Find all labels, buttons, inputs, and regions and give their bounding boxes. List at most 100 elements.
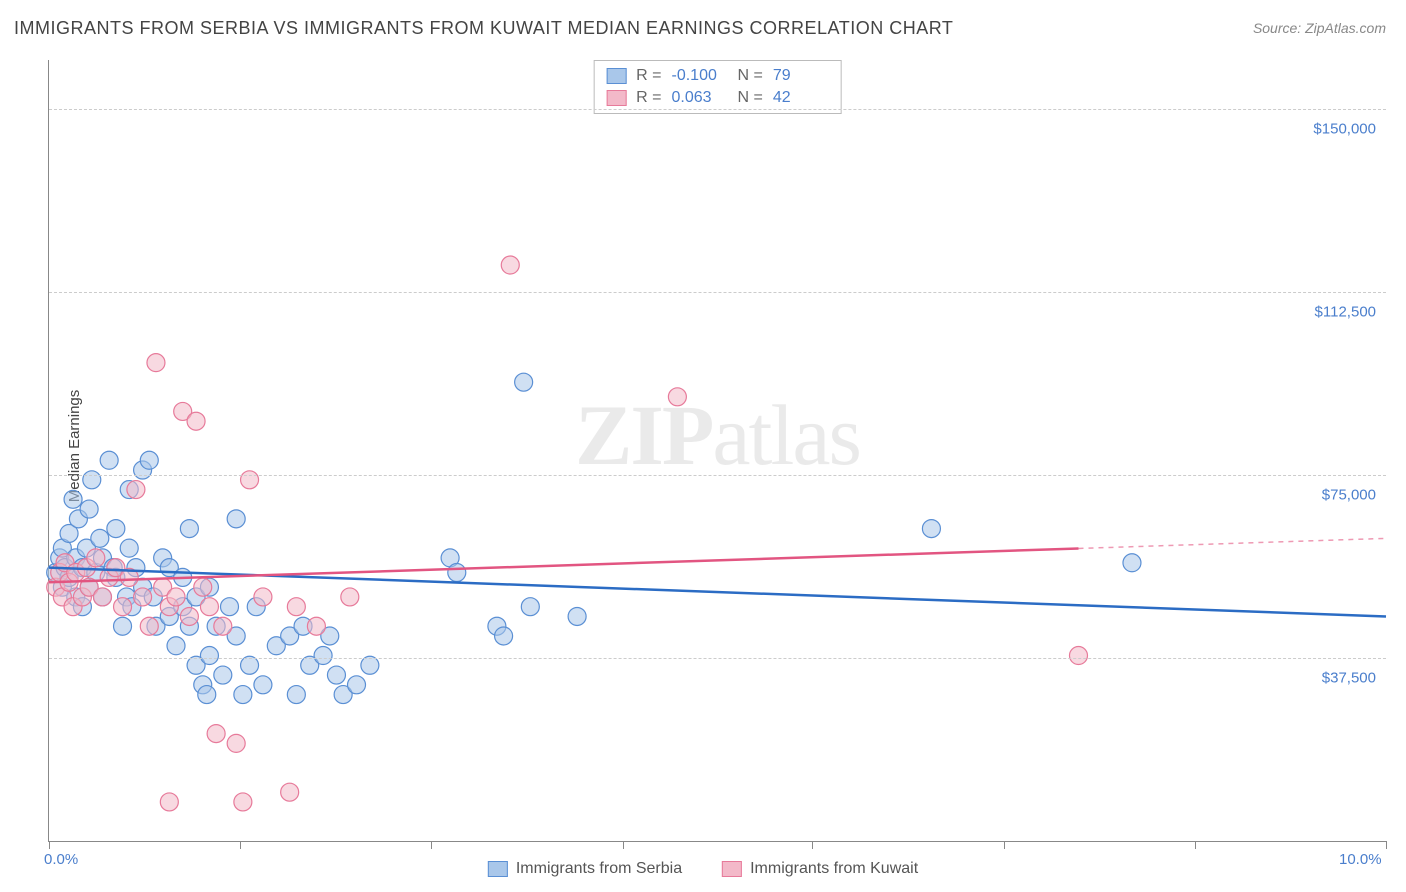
data-point	[287, 598, 305, 616]
data-point	[93, 588, 111, 606]
stat-n-label: N =	[738, 67, 763, 85]
data-point	[83, 471, 101, 489]
x-tick	[431, 841, 432, 849]
data-point	[234, 686, 252, 704]
chart-title: IMMIGRANTS FROM SERBIA VS IMMIGRANTS FRO…	[14, 18, 953, 39]
x-tick	[812, 841, 813, 849]
data-point	[194, 578, 212, 596]
legend-bottom: Immigrants from Serbia Immigrants from Ku…	[488, 860, 918, 878]
x-tick	[1195, 841, 1196, 849]
data-point	[327, 666, 345, 684]
stats-box: R = -0.100 N = 79 R = 0.063 N = 42	[593, 60, 842, 114]
gridline	[49, 658, 1386, 659]
data-point	[140, 451, 158, 469]
data-point	[234, 793, 252, 811]
data-point	[241, 471, 259, 489]
stat-r-value: -0.100	[672, 67, 728, 85]
stat-n-value: 79	[773, 67, 829, 85]
data-point	[214, 666, 232, 684]
data-point	[307, 617, 325, 635]
data-point	[114, 598, 132, 616]
data-point	[254, 676, 272, 694]
data-point	[198, 686, 216, 704]
stat-n-label: N =	[738, 89, 763, 107]
legend-item: Immigrants from Kuwait	[722, 860, 918, 878]
data-point	[922, 520, 940, 538]
x-tick	[1004, 841, 1005, 849]
data-point	[521, 598, 539, 616]
gridline	[49, 475, 1386, 476]
plot-area: ZIPatlas R =-0.100N =79R =0.063N =42 $37…	[48, 60, 1386, 842]
y-tick-label: $37,500	[1322, 669, 1376, 686]
gridline	[49, 109, 1386, 110]
data-point	[241, 656, 259, 674]
x-tick	[1386, 841, 1387, 849]
data-point	[187, 412, 205, 430]
data-point	[167, 588, 185, 606]
x-axis-label: 10.0%	[1339, 851, 1382, 868]
stat-n-value: 42	[773, 89, 829, 107]
data-point	[147, 354, 165, 372]
x-tick	[623, 841, 624, 849]
stats-row: R = 0.063 N = 42	[606, 87, 829, 109]
data-point	[114, 617, 132, 635]
data-point	[568, 607, 586, 625]
data-point	[140, 617, 158, 635]
data-point	[134, 588, 152, 606]
swatch-icon	[606, 68, 626, 84]
data-point	[107, 520, 125, 538]
swatch-icon	[722, 861, 742, 877]
data-point	[80, 500, 98, 518]
data-point	[1123, 554, 1141, 572]
stats-row: R = -0.100 N = 79	[606, 65, 829, 87]
gridline	[49, 292, 1386, 293]
plot-svg	[49, 60, 1386, 841]
data-point	[167, 637, 185, 655]
data-point	[1069, 647, 1087, 665]
data-point	[200, 598, 218, 616]
data-point	[515, 373, 533, 391]
legend-label: Immigrants from Kuwait	[750, 860, 918, 878]
y-tick-label: $150,000	[1313, 120, 1376, 137]
data-point	[214, 617, 232, 635]
data-point	[501, 256, 519, 274]
data-point	[227, 510, 245, 528]
data-point	[254, 588, 272, 606]
data-point	[281, 783, 299, 801]
data-point	[91, 529, 109, 547]
data-point	[314, 647, 332, 665]
data-point	[160, 793, 178, 811]
data-point	[495, 627, 513, 645]
data-point	[120, 539, 138, 557]
y-tick-label: $75,000	[1322, 486, 1376, 503]
trend-line-dashed	[1078, 538, 1386, 548]
data-point	[207, 725, 225, 743]
legend-item: Immigrants from Serbia	[488, 860, 682, 878]
data-point	[227, 734, 245, 752]
x-tick	[240, 841, 241, 849]
data-point	[220, 598, 238, 616]
data-point	[180, 520, 198, 538]
data-point	[361, 656, 379, 674]
stat-r-value: 0.063	[672, 89, 728, 107]
data-point	[87, 549, 105, 567]
data-point	[668, 388, 686, 406]
y-tick-label: $112,500	[1315, 303, 1376, 320]
data-point	[64, 490, 82, 508]
data-point	[348, 676, 366, 694]
data-point	[200, 647, 218, 665]
stat-r-label: R =	[636, 89, 661, 107]
data-point	[287, 686, 305, 704]
data-point	[127, 481, 145, 499]
data-point	[100, 451, 118, 469]
x-axis-label: 0.0%	[44, 851, 78, 868]
stat-r-label: R =	[636, 67, 661, 85]
data-point	[180, 607, 198, 625]
swatch-icon	[606, 90, 626, 106]
data-point	[341, 588, 359, 606]
source-label: Source: ZipAtlas.com	[1253, 20, 1386, 36]
trend-line	[49, 548, 1078, 582]
x-tick	[49, 841, 50, 849]
data-point	[448, 564, 466, 582]
swatch-icon	[488, 861, 508, 877]
